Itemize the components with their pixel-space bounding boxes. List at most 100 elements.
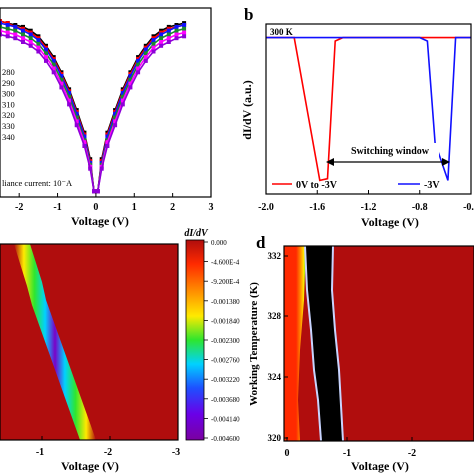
- colorbar-tick-label: -4.600E-4: [211, 259, 240, 267]
- panel-a-point: [143, 51, 148, 56]
- panel-d-x-tick-label: -2: [408, 448, 416, 459]
- panel-d-red-band: [284, 246, 306, 441]
- panel-a-point: [92, 189, 96, 194]
- panel-a-annotation: liance current: 10⁻A: [2, 178, 73, 188]
- colorbar-tick-label: 0.000: [211, 239, 227, 247]
- panel-a-point: [5, 26, 10, 31]
- panel-b-x-tick-label: -1.6: [309, 202, 325, 213]
- panel-c-switching-stripe: [14, 244, 96, 440]
- panel-a-point: [151, 38, 156, 43]
- panel-a-point: [36, 45, 41, 50]
- panel-a-point: [113, 111, 118, 116]
- panel-a-point: [13, 32, 18, 37]
- panel-a-frame: [0, 7, 212, 198]
- panel-a-point: [13, 24, 18, 29]
- panel-d-x-label: Voltage (V): [351, 459, 409, 473]
- panel-a-point: [143, 47, 148, 52]
- panel-a-point: [120, 98, 125, 103]
- panel-a-point: [59, 81, 64, 86]
- panel-a-point: [28, 40, 33, 44]
- panel-d-y-ticks: 332 328 324 320: [268, 251, 288, 443]
- panel-a-point: [0, 24, 2, 29]
- panel-a-point: [136, 58, 141, 63]
- panel-a-point: [0, 32, 2, 37]
- panel-a-point: [51, 58, 56, 63]
- panel-a-point: [28, 36, 33, 41]
- panel-d-y-label: Working Temperature (K): [248, 282, 260, 406]
- panel-a-point: [143, 58, 148, 63]
- panel-a-point: [182, 30, 187, 35]
- panel-c-x-label: Voltage (V): [61, 459, 119, 473]
- panel-a-point: [174, 36, 179, 41]
- colorbar-tick-label: -0.002760: [211, 357, 240, 365]
- panel-a-x-ticks: -2 -1 0 1 2 3: [15, 193, 214, 213]
- panel-a-point: [151, 49, 156, 54]
- panel-a-point: [113, 119, 118, 124]
- colorbar-tick-label: -0.003220: [211, 376, 240, 384]
- panel-a-x-tick-label: 1: [132, 202, 137, 213]
- panel-a-point: [28, 43, 33, 48]
- panel-b-temperature: 300 K: [270, 27, 293, 37]
- panel-b: b 300 K Switching window 0V to -3V -3V -…: [240, 5, 474, 229]
- panel-d-y-tick-label: 320: [268, 433, 282, 443]
- panel-a-point: [128, 85, 133, 90]
- panel-a-point: [128, 81, 133, 86]
- panel-d-y-tick-label: 324: [268, 372, 282, 382]
- panel-a-point: [59, 85, 64, 90]
- legend-label-0v-to-minus3v: 0V to -3V: [296, 180, 338, 191]
- panel-a-point: [82, 144, 87, 148]
- panel-a-point: [13, 28, 18, 33]
- panel-c-heatmap: [0, 244, 178, 440]
- panel-a-point: [5, 30, 10, 35]
- panel-a-legend-entry: 310: [2, 99, 15, 109]
- panel-a-point: [67, 91, 72, 95]
- switching-window-label: Switching window: [351, 146, 430, 157]
- panel-a-point: [51, 62, 56, 67]
- panel-a-point: [67, 102, 72, 107]
- panel-a-point: [105, 134, 110, 139]
- panel-a-legend-entry: 340: [2, 132, 15, 142]
- panel-b-x-ticks: -2.0 -1.6 -1.2 -0.8 -0.4: [258, 190, 474, 213]
- panel-a-point: [21, 32, 25, 37]
- panel-a-x-tick-label: 2: [170, 202, 175, 213]
- panel-a-point: [5, 23, 10, 27]
- panel-a-point: [166, 32, 171, 37]
- panel-a-point: [174, 32, 179, 37]
- colorbar-tick-label: -0.004600: [211, 435, 240, 443]
- colorbar-tick-label: -9.200E-4: [211, 278, 240, 286]
- panel-b-x-tick-label: -0.8: [412, 202, 428, 213]
- panel-b-plot-area: [266, 36, 471, 182]
- panel-a-point: [182, 26, 187, 31]
- panel-a-point: [67, 98, 72, 103]
- panel-a-x-tick-label: 0: [93, 202, 98, 213]
- colorbar-tick-label: -0.002300: [211, 337, 240, 345]
- panel-a-point: [136, 70, 141, 75]
- panel-a-point: [59, 74, 64, 78]
- panel-a-point: [166, 40, 171, 44]
- panel-a-point: [159, 36, 164, 41]
- panel-a-point: [44, 55, 48, 60]
- panel-b-x-tick-label: -2.0: [258, 202, 274, 213]
- panel-a-point: [21, 40, 25, 44]
- colorbar-tick-label: -0.004140: [211, 415, 240, 423]
- panel-b-series-1: [266, 36, 471, 181]
- panel-b-label: b: [244, 5, 253, 24]
- panel-a-point: [82, 134, 87, 139]
- panel-a-point: [0, 21, 2, 26]
- panel-a-point: [105, 140, 110, 145]
- panel-a-x-label: Voltage (V): [71, 214, 129, 228]
- panel-a-point: [128, 74, 133, 78]
- panel-a-point: [74, 115, 79, 120]
- panel-d-x-tick-label: -1: [343, 448, 351, 459]
- panel-a-legend-entry: 330: [2, 121, 15, 131]
- panel-a-point: [36, 49, 41, 54]
- panel-a-x-tick-label: -2: [15, 202, 23, 213]
- panel-a-point: [13, 36, 18, 41]
- panel-a-point: [120, 91, 125, 95]
- panel-a-point: [120, 102, 125, 107]
- colorbar-title: dI/dV: [184, 228, 209, 239]
- panel-a-legend-entry: 300: [2, 89, 15, 99]
- panel-a-point: [182, 23, 187, 27]
